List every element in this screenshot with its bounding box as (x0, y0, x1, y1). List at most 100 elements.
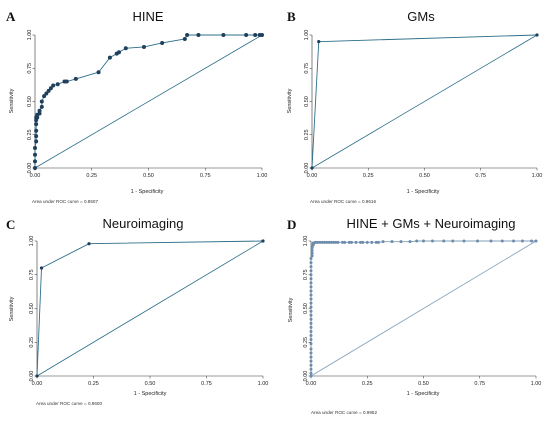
roc-point (261, 239, 265, 243)
roc-point (431, 239, 434, 243)
roc-point (309, 342, 313, 346)
roc-point (244, 33, 249, 37)
roc-point (310, 254, 314, 258)
chart-title: GMs (407, 9, 435, 24)
x-tick-label: 0.25 (88, 381, 99, 387)
roc-point (309, 338, 313, 342)
roc-point (309, 347, 313, 351)
y-tick-label: 0.00 (27, 163, 33, 174)
x-axis-label: 1 - Specificity (407, 189, 440, 195)
roc-chart-gms: B GMs 0.00 0.25 0.50 0.75 1.00 0.00 0.25 0.50 0… (287, 9, 543, 204)
roc-point (310, 248, 314, 252)
y-tick-label: 1.00 (304, 30, 310, 41)
y-tick-label: 0.75 (304, 63, 310, 74)
roc-point (451, 239, 455, 243)
roc-point (55, 82, 60, 87)
y-tick-label: 0.50 (29, 303, 35, 314)
roc-point (320, 240, 324, 244)
y-axis-label: Sensitivity (287, 88, 293, 113)
y-tick-label: 0.25 (304, 129, 310, 140)
roc-point (123, 46, 128, 51)
x-tick-label: 1.00 (258, 381, 269, 387)
roc-point (309, 297, 313, 301)
x-axis-label: 1 - Specificity (134, 391, 167, 397)
y-tick-label: 0.00 (304, 163, 310, 174)
roc-point (37, 108, 42, 113)
auc-label: Area under ROC curve = 0.9952 (311, 410, 377, 415)
x-tick-label: 0.00 (307, 173, 318, 179)
roc-point (73, 76, 78, 81)
roc-point (512, 239, 515, 243)
roc-point (535, 33, 539, 37)
chart-title: HINE + GMs + Neuroimaging (346, 216, 515, 231)
roc-point (365, 240, 369, 244)
roc-point (309, 351, 313, 355)
roc-point (196, 33, 201, 37)
x-tick-label: 0.50 (143, 173, 154, 179)
x-tick-label: 0.75 (200, 173, 211, 179)
x-tick-label: 0.50 (418, 381, 429, 387)
roc-point (521, 239, 524, 243)
roc-point (309, 301, 313, 305)
panel-letter: D (287, 217, 296, 232)
roc-point (311, 241, 315, 245)
y-tick-label: 0.25 (303, 337, 309, 348)
roc-point (332, 240, 335, 244)
roc-point (309, 355, 313, 359)
roc-point (309, 317, 313, 321)
roc-chart-combined: D HINE + GMs + Neuroimaging 0.00 0.25 0.50… (287, 216, 541, 415)
y-tick-label: 0.50 (27, 96, 33, 107)
roc-point (33, 146, 37, 151)
roc-point (309, 265, 313, 269)
y-tick-label: 1.00 (29, 236, 35, 247)
roc-point (309, 359, 313, 363)
roc-point (48, 86, 53, 91)
roc-point (318, 240, 322, 244)
roc-point (500, 239, 504, 243)
roc-point (462, 239, 466, 243)
roc-chart-hine: A HINE 0.00 0.25 0.50 0.75 1.00 0.00 0.25 0.50… (6, 9, 267, 204)
roc-point (253, 33, 258, 37)
roc-point (34, 122, 39, 127)
roc-point (309, 261, 313, 265)
y-tick-label: 1.00 (27, 30, 33, 41)
reference-diagonal (311, 34, 538, 169)
y-tick-label: 0.00 (303, 371, 309, 382)
x-tick-label: 0.00 (30, 173, 41, 179)
x-tick-label: 0.25 (362, 381, 373, 387)
x-tick-label: 0.25 (363, 173, 374, 179)
roc-point (317, 40, 321, 44)
x-axis-label: 1 - Specificity (407, 391, 440, 397)
panel-gms: B GMs 0.00 0.25 0.50 0.75 1.00 0.00 0.25 0.50 0… (275, 0, 550, 211)
roc-point (309, 367, 313, 371)
chart-title: Neuroimaging (103, 216, 184, 231)
panel-letter: A (6, 9, 16, 24)
x-tick-label: 0.50 (145, 381, 156, 387)
roc-point (309, 269, 313, 273)
roc-point (361, 240, 365, 244)
roc-point (64, 79, 69, 84)
y-tick-label: 1.00 (303, 236, 309, 247)
reference-diagonal (36, 240, 264, 377)
roc-point (39, 266, 44, 270)
roc-point (329, 240, 333, 244)
auc-label: Area under ROC curve = 0.9600 (36, 401, 102, 406)
roc-point (309, 277, 313, 281)
reference-diagonal (310, 240, 537, 377)
roc-point (370, 240, 374, 244)
y-axis-label: Sensitivity (288, 297, 294, 322)
x-tick-label: 1.00 (532, 173, 543, 179)
roc-point (377, 240, 380, 244)
roc-point (260, 33, 264, 37)
x-tick-label: 0.00 (32, 381, 43, 387)
roc-point (442, 239, 446, 243)
roc-point (34, 128, 39, 133)
roc-point (309, 363, 313, 367)
roc-point (39, 99, 44, 104)
roc-point (33, 166, 37, 170)
roc-point (422, 239, 425, 243)
y-tick-label: 0.50 (304, 96, 310, 107)
roc-point (182, 36, 187, 41)
roc-point (381, 240, 385, 244)
roc-point (34, 134, 39, 139)
